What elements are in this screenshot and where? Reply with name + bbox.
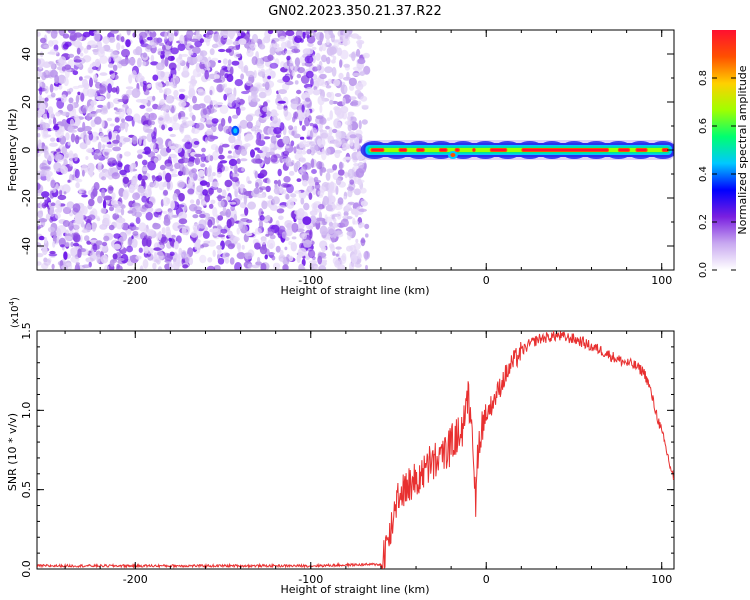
y-tick-label: 20 — [20, 95, 33, 109]
spectrogram-y-axis: -40 -20 0 20 40 — [20, 29, 674, 271]
y-tick-label: 0 — [20, 147, 33, 154]
y-tick-label: -20 — [20, 189, 33, 207]
snr-scale-exp: 4 — [8, 300, 16, 305]
spectrogram-signal-band — [360, 140, 674, 160]
y-tick-label: -40 — [20, 237, 33, 255]
y-tick-label: 1.5 — [20, 322, 33, 340]
snr-x-label: Height of straight line (km) — [280, 583, 429, 596]
x-tick-label: 100 — [651, 573, 672, 586]
colorbar-gradient — [712, 30, 736, 270]
x-tick-label: 100 — [651, 274, 672, 287]
snr-y-axis: 0.0 0.5 1.0 1.5 — [20, 322, 674, 578]
x-tick-label: -100 — [298, 274, 323, 287]
y-tick-label: 40 — [20, 47, 33, 61]
colorbar-tick-label: 0.8 — [698, 70, 709, 86]
colorbar-tick-label: 0.6 — [698, 118, 709, 134]
snr-y-label: SNR (10 * v/v) — [6, 413, 19, 491]
x-tick-label: -100 — [298, 573, 323, 586]
snr-scale-close: ) — [10, 297, 21, 301]
colorbar-tick-label: 0.4 — [698, 166, 709, 182]
figure-title: GN02.2023.350.21.37.R22 — [268, 4, 442, 19]
x-tick-label: -200 — [123, 274, 148, 287]
x-tick-label: -200 — [123, 573, 148, 586]
y-tick-label: 0.0 — [20, 560, 33, 578]
colorbar-tick-label: 0.0 — [698, 262, 709, 278]
y-tick-label: 1.0 — [20, 402, 33, 420]
spectrogram-x-axis: -200 -100 0 100 — [64, 30, 672, 287]
snr-frame — [36, 330, 675, 570]
colorbar-label: Normalized spectral amplitude — [736, 65, 749, 234]
snr-scale-note: (x104) — [8, 297, 21, 328]
spectrogram-x-label: Height of straight line (km) — [280, 284, 429, 297]
snr-x-axis: -200 -100 0 100 — [64, 331, 672, 586]
colorbar-tick-label: 0.2 — [698, 214, 709, 230]
snr-series-line — [37, 331, 674, 569]
spectrogram-y-label: Frequency (Hz) — [6, 109, 19, 192]
spectrogram-noise — [37, 30, 371, 270]
svg-text:(x104): (x104) — [8, 297, 21, 328]
snr-scale-base: (x10 — [10, 305, 21, 328]
y-tick-label: 0.5 — [20, 481, 33, 499]
snr-panel: -200 -100 0 100 0.0 0.5 1.0 1.5 Height of stra… — [6, 297, 675, 596]
x-tick-label: 0 — [483, 274, 490, 287]
colorbar: 0.0 0.2 0.4 0.6 0.8 Normalized spectral ampl… — [698, 30, 749, 278]
x-tick-label: 0 — [483, 573, 490, 586]
colorbar-ticks: 0.0 0.2 0.4 0.6 0.8 — [698, 70, 736, 278]
